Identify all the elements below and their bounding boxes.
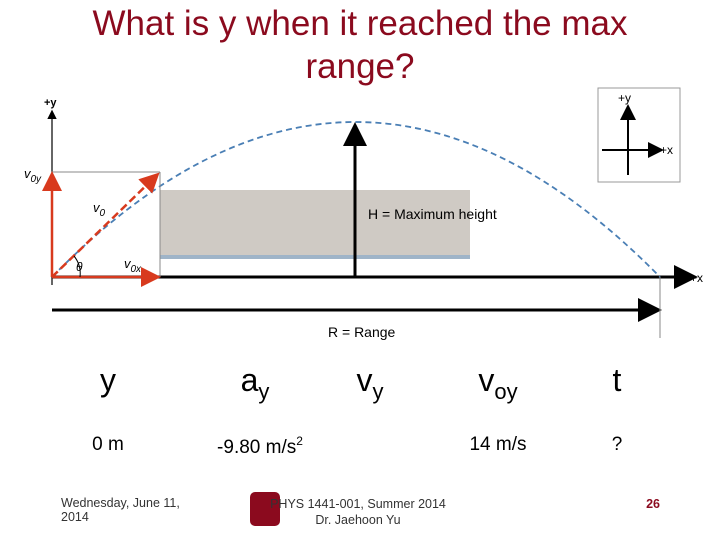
logo [250,492,280,526]
cell-sup: 2 [296,434,303,448]
header-text: a [240,362,259,398]
header-text: v [478,362,495,398]
page-number: 26 [646,497,660,511]
v0-arrow [51,172,160,278]
footer-course: PHYS 1441-001, Summer 2014 [270,497,446,511]
header-sub: y [258,379,270,404]
cell-text: 14 m/s [469,434,527,455]
header-text: v [356,362,373,398]
y-axis-label: +y [44,97,57,109]
header-cell: vy [310,362,430,405]
header-text: t [612,362,622,398]
inset-x-label: +x [660,143,673,157]
header-sub: y [372,379,384,404]
theta-label: θ [76,260,83,274]
header-text: y [100,362,116,398]
height-label: H = Maximum height [368,206,497,222]
v0-label: v0 [93,200,106,219]
footer-instructor: Dr. Jaehoon Yu [315,513,401,527]
header-cell: y [48,362,168,399]
header-cell: voy [438,362,558,405]
header-cell: ay [195,362,315,405]
inset-box [597,87,681,183]
inset-y-label: +y [618,91,631,105]
footer-date: Wednesday, June 11, 2014 [61,496,180,524]
angle-arc [73,255,81,278]
projectile-diagram: +y +x +y +x v0y v0 θ v0x H = Maximum hei… [24,87,703,340]
table-cell: 0 m [33,434,183,456]
table-cell: ? [542,434,692,456]
table-cell: -9.80 m/s2 [185,434,335,459]
cell-text: -9.80 m/s [217,437,297,458]
crowd-image [160,190,470,258]
cell-text: 0 m [92,434,124,455]
slide-title: What is y when it reached the max range? [92,4,628,86]
x-axis-label: +x [690,271,703,285]
v0x-label: v0x [124,256,142,275]
range-label: R = Range [328,324,396,340]
header-cell: t [557,362,677,399]
header-sub: oy [494,379,518,404]
ground [160,255,470,259]
table-cell: 14 m/s [423,434,573,456]
cell-text: ? [611,434,623,455]
v0y-label: v0y [24,166,42,185]
